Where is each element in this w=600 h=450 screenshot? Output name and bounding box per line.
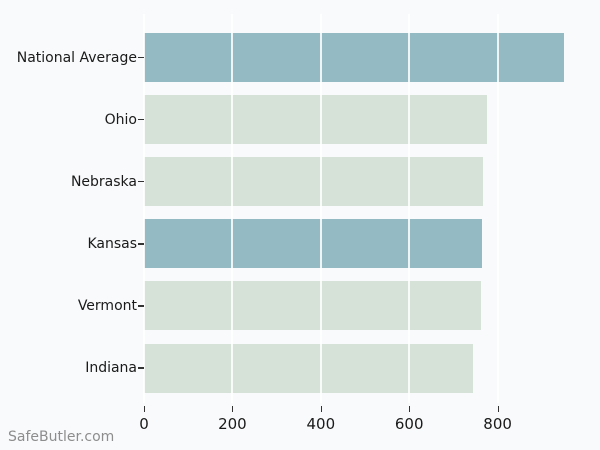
y-tick-mark	[138, 305, 144, 307]
x-tick-label-400: 400	[306, 415, 336, 433]
y-axis-label-indiana: Indiana	[85, 360, 137, 376]
bar-vermont	[144, 281, 481, 331]
gridline-x-0	[143, 14, 145, 403]
y-axis-label-vermont: Vermont	[77, 297, 137, 314]
y-axis-label-nebraska: Nebraska	[70, 173, 137, 190]
bar-nebraska	[144, 157, 483, 207]
gridline-x-200	[231, 14, 234, 403]
watermark: SafeButler.com	[8, 429, 115, 445]
bar-indiana	[144, 343, 474, 393]
gridline-x-600	[408, 14, 411, 403]
gridline-x-800	[496, 14, 499, 403]
x-tick-mark	[497, 406, 499, 412]
x-tick-mark	[144, 406, 145, 412]
x-tick-mark	[409, 406, 411, 412]
y-tick-mark	[138, 180, 144, 183]
y-axis-label-national-average: National Average	[16, 49, 137, 66]
x-tick-label-0: 0	[139, 415, 149, 433]
x-tick-mark	[320, 406, 322, 412]
y-axis-label-ohio: Ohio	[104, 111, 137, 128]
y-tick-mark	[138, 56, 144, 59]
x-tick-label-600: 600	[394, 415, 424, 433]
x-tick-label-200: 200	[218, 415, 247, 433]
y-axis-label-kansas: Kansas	[87, 235, 137, 252]
gridline-x-400	[319, 14, 322, 403]
y-tick-mark	[138, 367, 144, 369]
x-tick-mark	[232, 406, 234, 412]
bar-national-average	[144, 33, 564, 82]
bar-kansas	[144, 219, 483, 269]
x-tick-label-800: 800	[483, 415, 512, 433]
y-tick-mark	[138, 243, 144, 245]
bar-ohio	[144, 95, 488, 145]
y-tick-mark	[138, 118, 144, 121]
